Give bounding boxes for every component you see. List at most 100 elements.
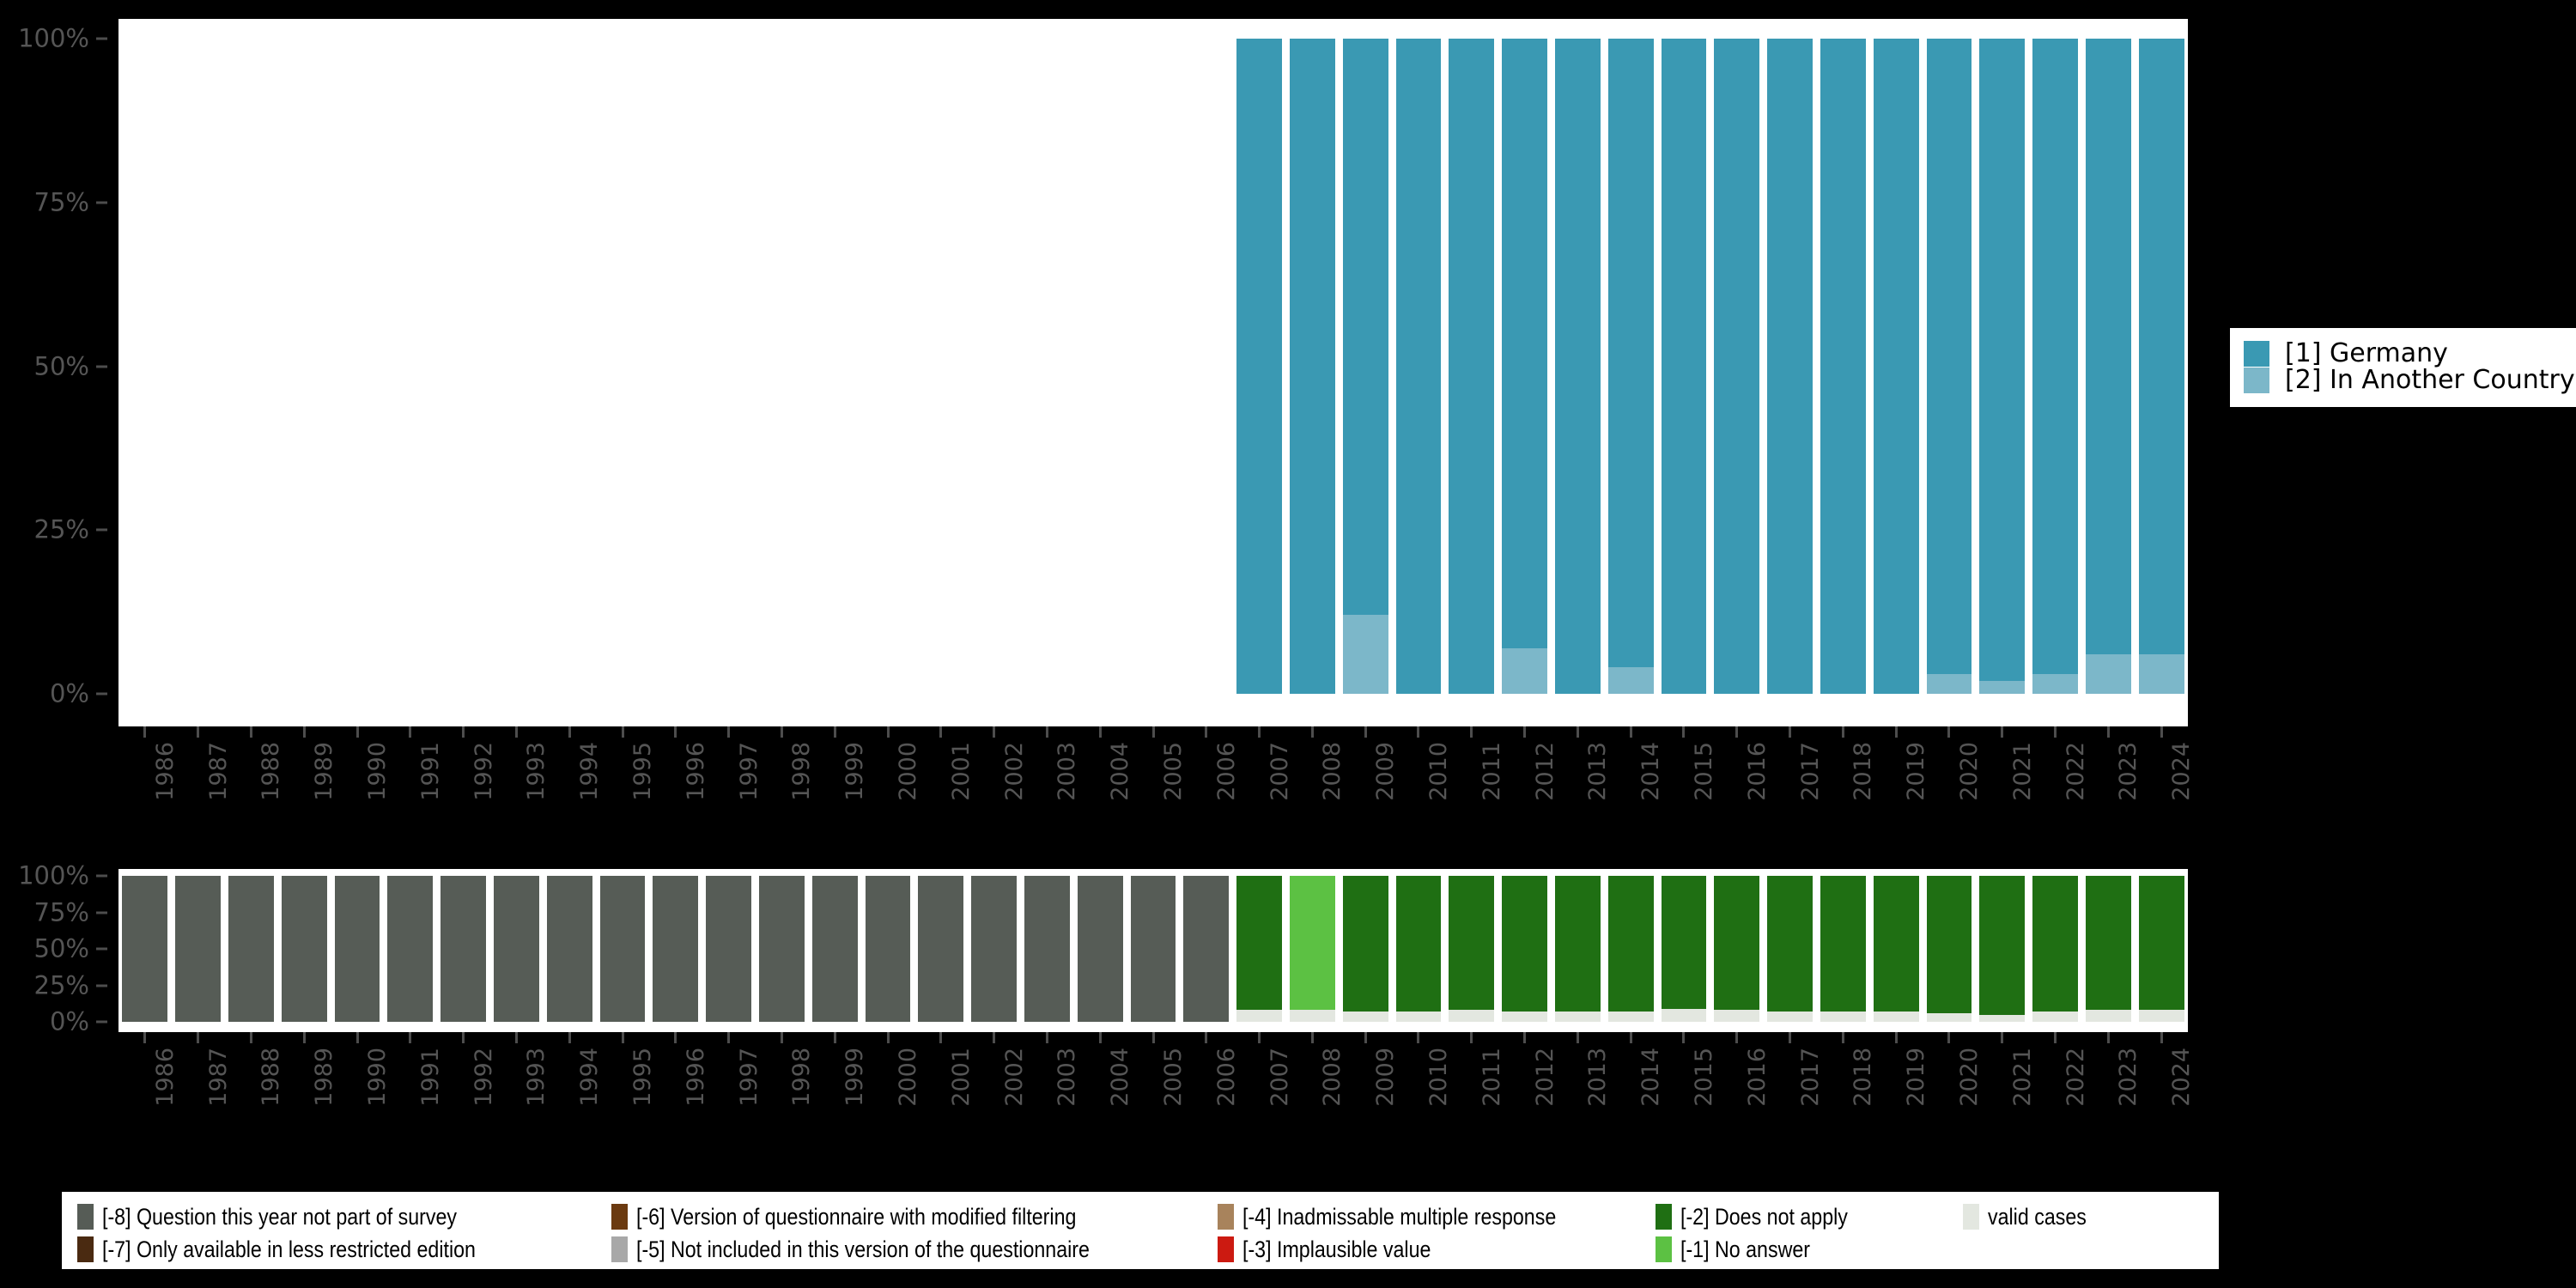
bar-column[interactable]: [1502, 19, 1547, 726]
legend-item[interactable]: [-6] Version of questionnaire with modif…: [611, 1204, 1148, 1230]
x-tick-mark: [1682, 1032, 1686, 1043]
bar-column[interactable]: [1820, 19, 1866, 726]
bar-segment-valid-cases: [1873, 1012, 1919, 1022]
x-tick-label: 2001: [947, 1048, 975, 1107]
bar-column[interactable]: [1342, 869, 1388, 1032]
bar-column[interactable]: [599, 869, 646, 1032]
bar-column[interactable]: [175, 869, 222, 1032]
bar-column[interactable]: [1395, 19, 1442, 726]
bar-segment-does-not-apply: [1873, 876, 1919, 1012]
legend-item[interactable]: valid cases: [1963, 1204, 2103, 1230]
x-tick-mark: [886, 726, 890, 738]
bar-column[interactable]: [1236, 869, 1282, 1032]
bar-column[interactable]: [2085, 869, 2131, 1032]
legend-item-another-country[interactable]: [2] In Another Country: [2244, 367, 2575, 393]
bar-column[interactable]: [1979, 19, 2026, 726]
bar-column[interactable]: [918, 869, 964, 1032]
bar-column[interactable]: [1236, 19, 1282, 726]
x-tick-mark: [674, 726, 677, 738]
bar-segment-germany: [2085, 39, 2131, 655]
bar-column[interactable]: [811, 869, 858, 1032]
bar-column[interactable]: [546, 869, 592, 1032]
bar-column[interactable]: [759, 869, 805, 1032]
bar-column[interactable]: [2138, 19, 2184, 726]
bar-column[interactable]: [1342, 19, 1388, 726]
legend-item-label: [-1] No answer: [1680, 1236, 1810, 1262]
bar-segment-valid-cases: [1289, 1010, 1335, 1022]
bar-segment-germany: [2032, 39, 2078, 675]
bar-segment-germany: [1607, 39, 1654, 668]
bar-column[interactable]: [1289, 19, 1335, 726]
bar-segment-not-part-of-survey: [759, 876, 805, 1022]
bar-column[interactable]: [1024, 869, 1070, 1032]
bar-column[interactable]: [2032, 19, 2078, 726]
x-tick-label: 2006: [1212, 1048, 1240, 1107]
bar-column[interactable]: [1979, 869, 2026, 1032]
bar-column[interactable]: [1820, 869, 1866, 1032]
bar-column[interactable]: [334, 869, 380, 1032]
legend-item-label: [-6] Version of questionnaire with modif…: [636, 1203, 1077, 1230]
bar-segment-not-part-of-survey: [334, 876, 380, 1022]
legend-item-label: [-4] Inadmissable multiple response: [1242, 1203, 1557, 1230]
bar-column[interactable]: [440, 869, 487, 1032]
bar-column[interactable]: [2138, 869, 2184, 1032]
x-tick-label: 1998: [788, 742, 816, 801]
bar-column[interactable]: [281, 869, 327, 1032]
bar-column[interactable]: [122, 869, 168, 1032]
legend-item[interactable]: [-7] Only available in less restricted e…: [77, 1236, 537, 1262]
bar-column[interactable]: [2032, 869, 2078, 1032]
bar-column[interactable]: [1661, 19, 1707, 726]
legend-item[interactable]: [-5] Not included in this version of the…: [611, 1236, 1163, 1262]
x-tick-mark: [1523, 726, 1527, 738]
bar-column[interactable]: [1661, 869, 1707, 1032]
bar-column[interactable]: [1714, 19, 1760, 726]
bar-segment-does-not-apply: [1607, 876, 1654, 1012]
bar-column[interactable]: [1395, 869, 1442, 1032]
bar-column[interactable]: [387, 869, 434, 1032]
bar-column[interactable]: [1130, 869, 1176, 1032]
bar-column[interactable]: [1554, 869, 1601, 1032]
x-tick-mark: [1045, 726, 1048, 738]
bar-column[interactable]: [1926, 869, 1972, 1032]
bar-column[interactable]: [1714, 869, 1760, 1032]
bar-column[interactable]: [1554, 19, 1601, 726]
bar-column[interactable]: [653, 869, 699, 1032]
bar-column[interactable]: [1289, 869, 1335, 1032]
bar-segment-germany: [1342, 39, 1388, 616]
x-tick-label: 2012: [1531, 742, 1558, 801]
bar-column[interactable]: [971, 869, 1018, 1032]
bar-column[interactable]: [1449, 19, 1495, 726]
bar-column[interactable]: [865, 869, 911, 1032]
x-tick-label: 2003: [1054, 1048, 1081, 1107]
bar-column[interactable]: [228, 869, 274, 1032]
bar-column[interactable]: [1607, 869, 1654, 1032]
legend-item[interactable]: [-2] Does not apply: [1656, 1204, 1875, 1230]
bar-column[interactable]: [1767, 869, 1813, 1032]
bar-column[interactable]: [1607, 19, 1654, 726]
bar-column[interactable]: [706, 869, 752, 1032]
bar-column[interactable]: [1926, 19, 1972, 726]
x-tick-mark: [1629, 1032, 1632, 1043]
legend-item[interactable]: [-8] Question this year not part of surv…: [77, 1204, 514, 1230]
legend-item[interactable]: [-3] Implausible value: [1218, 1236, 1461, 1262]
bar-column[interactable]: [494, 869, 539, 1032]
bar-column[interactable]: [2085, 19, 2131, 726]
x-tick-mark: [355, 726, 359, 738]
bar-segment-does-not-apply: [1926, 876, 1972, 1013]
bar-segment-not-part-of-survey: [122, 876, 168, 1022]
x-tick-mark: [1417, 1032, 1420, 1043]
bar-column[interactable]: [1767, 19, 1813, 726]
bar-column[interactable]: [1449, 869, 1495, 1032]
bar-column[interactable]: [1183, 869, 1230, 1032]
x-tick-mark: [1310, 1032, 1314, 1043]
bar-column[interactable]: [1502, 869, 1547, 1032]
bar-segment-germany: [1502, 39, 1547, 648]
bar-column[interactable]: [1873, 869, 1919, 1032]
x-tick-mark: [1310, 726, 1314, 738]
bar-column[interactable]: [1873, 19, 1919, 726]
bar-column[interactable]: [1077, 869, 1123, 1032]
bar-segment-valid-cases: [1502, 1012, 1547, 1022]
legend-item-germany[interactable]: [1] Germany: [2244, 340, 2566, 367]
legend-item[interactable]: [-1] No answer: [1656, 1236, 1832, 1262]
legend-item[interactable]: [-4] Inadmissable multiple response: [1218, 1204, 1607, 1230]
